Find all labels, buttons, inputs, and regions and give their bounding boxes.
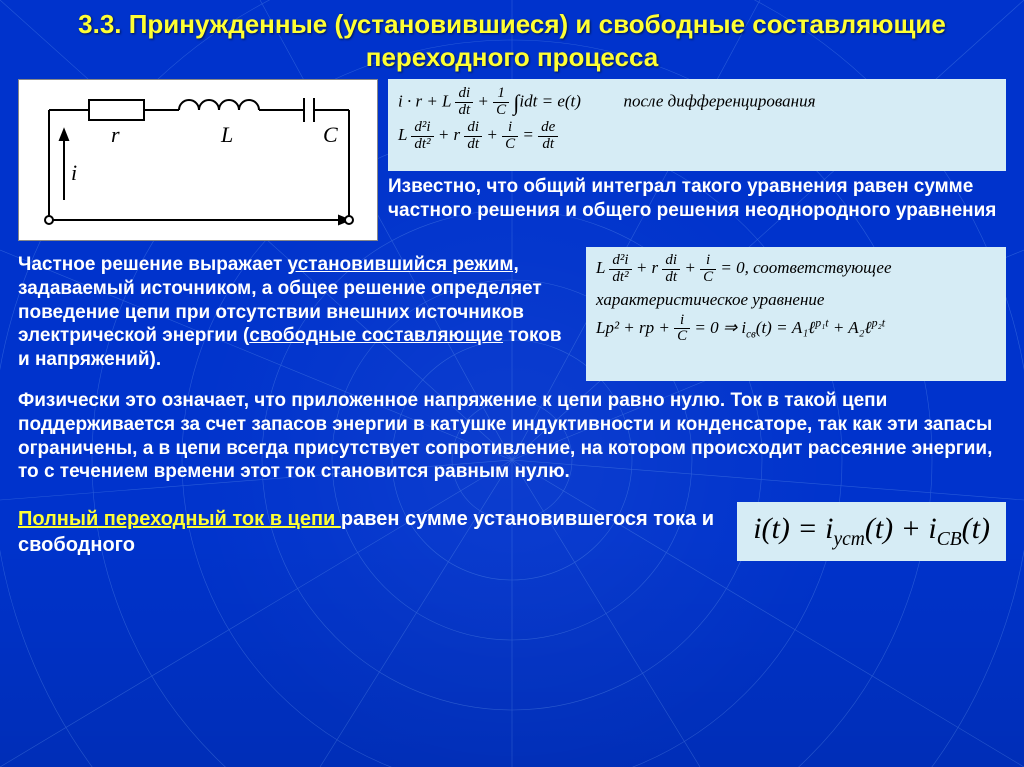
bottom-statement: Полный переходный ток в цепи равен сумме…: [18, 506, 721, 558]
label-C: C: [323, 122, 338, 147]
paragraph-left: Частное решение выражает установившийся …: [18, 253, 572, 372]
info-text-1: Известно, что общий интеграл такого урав…: [388, 175, 1006, 223]
label-i: i: [71, 160, 77, 185]
eq1-l1-pre: i · r + L: [398, 92, 451, 111]
label-L: L: [220, 122, 233, 147]
circuit-diagram: r L C i: [18, 79, 378, 241]
paragraph-physical: Физически это означает, что приложенное …: [18, 389, 1006, 484]
label-r: r: [111, 122, 120, 147]
slide-title: 3.3. Принужденные (установившиеся) и сво…: [18, 8, 1006, 73]
equation-box-2: L d²idt² + r didt + iC = 0, соответствую…: [586, 247, 1006, 381]
equation-box-1: i · r + L didt + 1C ∫idt = e(t) после ди…: [388, 79, 1006, 171]
equation-box-3: i(t) = iуст(t) + iСВ(t): [737, 502, 1006, 561]
